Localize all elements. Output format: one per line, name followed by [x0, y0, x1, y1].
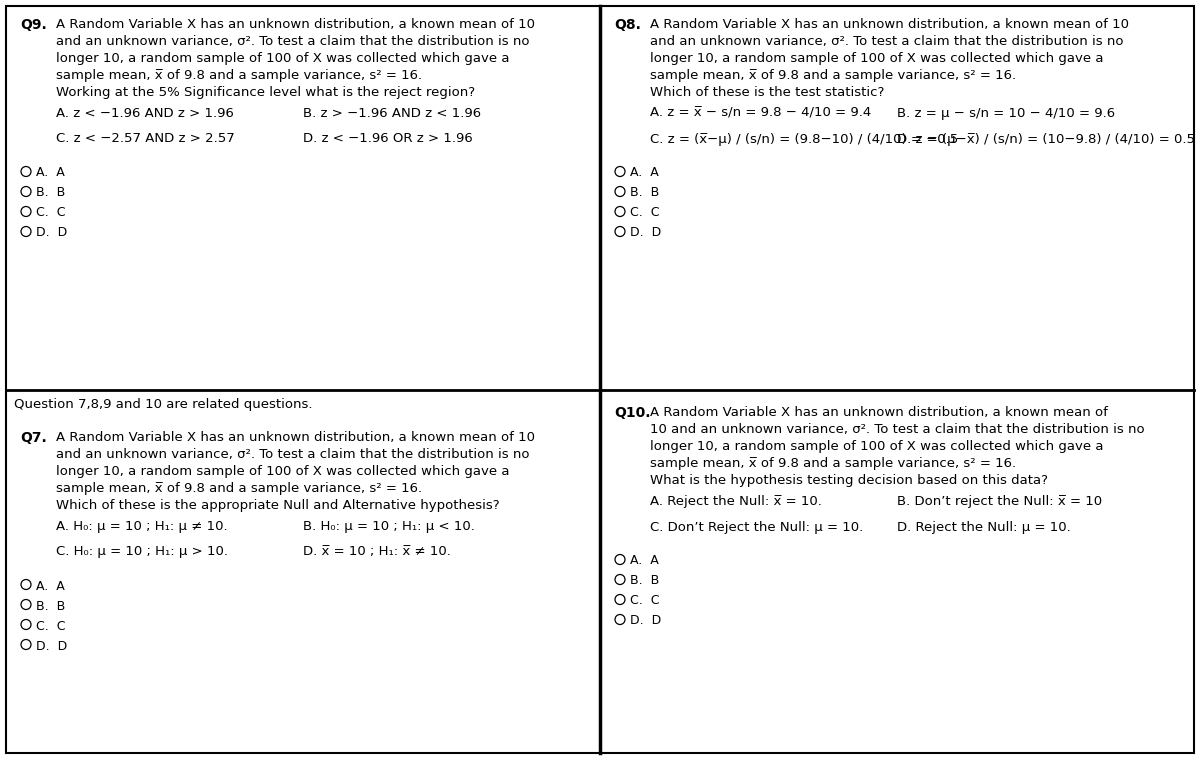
Text: A Random Variable X has an unknown distribution, a known mean of 10: A Random Variable X has an unknown distr… [56, 18, 535, 31]
Text: B. Don’t reject the Null: x̅ = 10: B. Don’t reject the Null: x̅ = 10 [898, 495, 1102, 508]
Text: What is the hypothesis testing decision based on this data?: What is the hypothesis testing decision … [650, 474, 1048, 487]
Text: and an unknown variance, σ². To test a claim that the distribution is no: and an unknown variance, σ². To test a c… [56, 448, 529, 461]
Text: A.  A: A. A [36, 166, 65, 179]
Text: B. z = μ − s/n = 10 − 4/10 = 9.6: B. z = μ − s/n = 10 − 4/10 = 9.6 [898, 107, 1115, 120]
Text: A. Reject the Null: x̅ = 10.: A. Reject the Null: x̅ = 10. [650, 495, 822, 508]
Text: longer 10, a random sample of 100 of X was collected which gave a: longer 10, a random sample of 100 of X w… [650, 440, 1104, 453]
Text: Question 7,8,9 and 10 are related questions.: Question 7,8,9 and 10 are related questi… [14, 398, 312, 411]
Text: A. z < −1.96 AND z > 1.96: A. z < −1.96 AND z > 1.96 [56, 107, 234, 120]
Text: D. x̅ = 10 ; H₁: x̅ ≠ 10.: D. x̅ = 10 ; H₁: x̅ ≠ 10. [302, 546, 451, 559]
Text: A.  A: A. A [630, 166, 659, 179]
Text: C. Don’t Reject the Null: μ = 10.: C. Don’t Reject the Null: μ = 10. [650, 521, 863, 534]
Text: Q8.: Q8. [614, 18, 641, 32]
Text: Which of these is the appropriate Null and Alternative hypothesis?: Which of these is the appropriate Null a… [56, 499, 499, 512]
Text: D.  D: D. D [36, 226, 67, 240]
Text: Working at the 5% Significance level what is the reject region?: Working at the 5% Significance level wha… [56, 86, 475, 99]
Text: C.  C: C. C [36, 619, 66, 632]
Text: D.  D: D. D [630, 226, 661, 240]
Text: B.  B: B. B [630, 575, 659, 587]
Text: longer 10, a random sample of 100 of X was collected which gave a: longer 10, a random sample of 100 of X w… [56, 465, 510, 478]
Text: A Random Variable X has an unknown distribution, a known mean of: A Random Variable X has an unknown distr… [650, 406, 1108, 419]
Text: D.  D: D. D [36, 640, 67, 653]
Text: D. Reject the Null: μ = 10.: D. Reject the Null: μ = 10. [898, 521, 1070, 534]
Text: D. z < −1.96 OR z > 1.96: D. z < −1.96 OR z > 1.96 [302, 133, 473, 146]
Text: D. z = (μ−x̅) / (s/n) = (10−9.8) / (4/10) = 0.5: D. z = (μ−x̅) / (s/n) = (10−9.8) / (4/10… [898, 133, 1195, 146]
Text: B. H₀: μ = 10 ; H₁: μ < 10.: B. H₀: μ = 10 ; H₁: μ < 10. [302, 520, 475, 533]
Text: C.  C: C. C [36, 206, 66, 219]
Text: C. z < −2.57 AND z > 2.57: C. z < −2.57 AND z > 2.57 [56, 133, 235, 146]
Text: A Random Variable X has an unknown distribution, a known mean of 10: A Random Variable X has an unknown distr… [56, 431, 535, 444]
Text: B.  B: B. B [630, 187, 659, 200]
Text: C. z = (x̅−μ) / (s/n) = (9.8−10) / (4/10) = −0.5: C. z = (x̅−μ) / (s/n) = (9.8−10) / (4/10… [650, 133, 959, 146]
Text: C. H₀: μ = 10 ; H₁: μ > 10.: C. H₀: μ = 10 ; H₁: μ > 10. [56, 546, 228, 559]
Text: sample mean, x̅ of 9.8 and a sample variance, s² = 16.: sample mean, x̅ of 9.8 and a sample vari… [56, 69, 422, 82]
Text: B.  B: B. B [36, 600, 65, 613]
Text: A. H₀: μ = 10 ; H₁: μ ≠ 10.: A. H₀: μ = 10 ; H₁: μ ≠ 10. [56, 520, 228, 533]
Text: Q7.: Q7. [20, 431, 47, 445]
Text: B.  B: B. B [36, 187, 65, 200]
Text: A Random Variable X has an unknown distribution, a known mean of 10: A Random Variable X has an unknown distr… [650, 18, 1129, 31]
Text: sample mean, x̅ of 9.8 and a sample variance, s² = 16.: sample mean, x̅ of 9.8 and a sample vari… [650, 457, 1016, 470]
Text: A.  A: A. A [36, 580, 65, 593]
Text: Which of these is the test statistic?: Which of these is the test statistic? [650, 86, 884, 99]
Text: B. z > −1.96 AND z < 1.96: B. z > −1.96 AND z < 1.96 [302, 107, 481, 120]
Text: D.  D: D. D [630, 615, 661, 628]
Text: Q9.: Q9. [20, 18, 47, 32]
Text: longer 10, a random sample of 100 of X was collected which gave a: longer 10, a random sample of 100 of X w… [650, 52, 1104, 65]
Text: sample mean, x̅ of 9.8 and a sample variance, s² = 16.: sample mean, x̅ of 9.8 and a sample vari… [56, 482, 422, 495]
Text: C.  C: C. C [630, 594, 660, 607]
Text: A.  A: A. A [630, 555, 659, 568]
Text: and an unknown variance, σ². To test a claim that the distribution is no: and an unknown variance, σ². To test a c… [56, 35, 529, 48]
Text: longer 10, a random sample of 100 of X was collected which gave a: longer 10, a random sample of 100 of X w… [56, 52, 510, 65]
Text: sample mean, x̅ of 9.8 and a sample variance, s² = 16.: sample mean, x̅ of 9.8 and a sample vari… [650, 69, 1016, 82]
Text: 10 and an unknown variance, σ². To test a claim that the distribution is no: 10 and an unknown variance, σ². To test … [650, 423, 1145, 436]
Text: C.  C: C. C [630, 206, 660, 219]
Text: Q10.: Q10. [614, 406, 650, 420]
Text: A. z = x̅ − s/n = 9.8 − 4/10 = 9.4: A. z = x̅ − s/n = 9.8 − 4/10 = 9.4 [650, 107, 871, 120]
Text: and an unknown variance, σ². To test a claim that the distribution is no: and an unknown variance, σ². To test a c… [650, 35, 1123, 48]
